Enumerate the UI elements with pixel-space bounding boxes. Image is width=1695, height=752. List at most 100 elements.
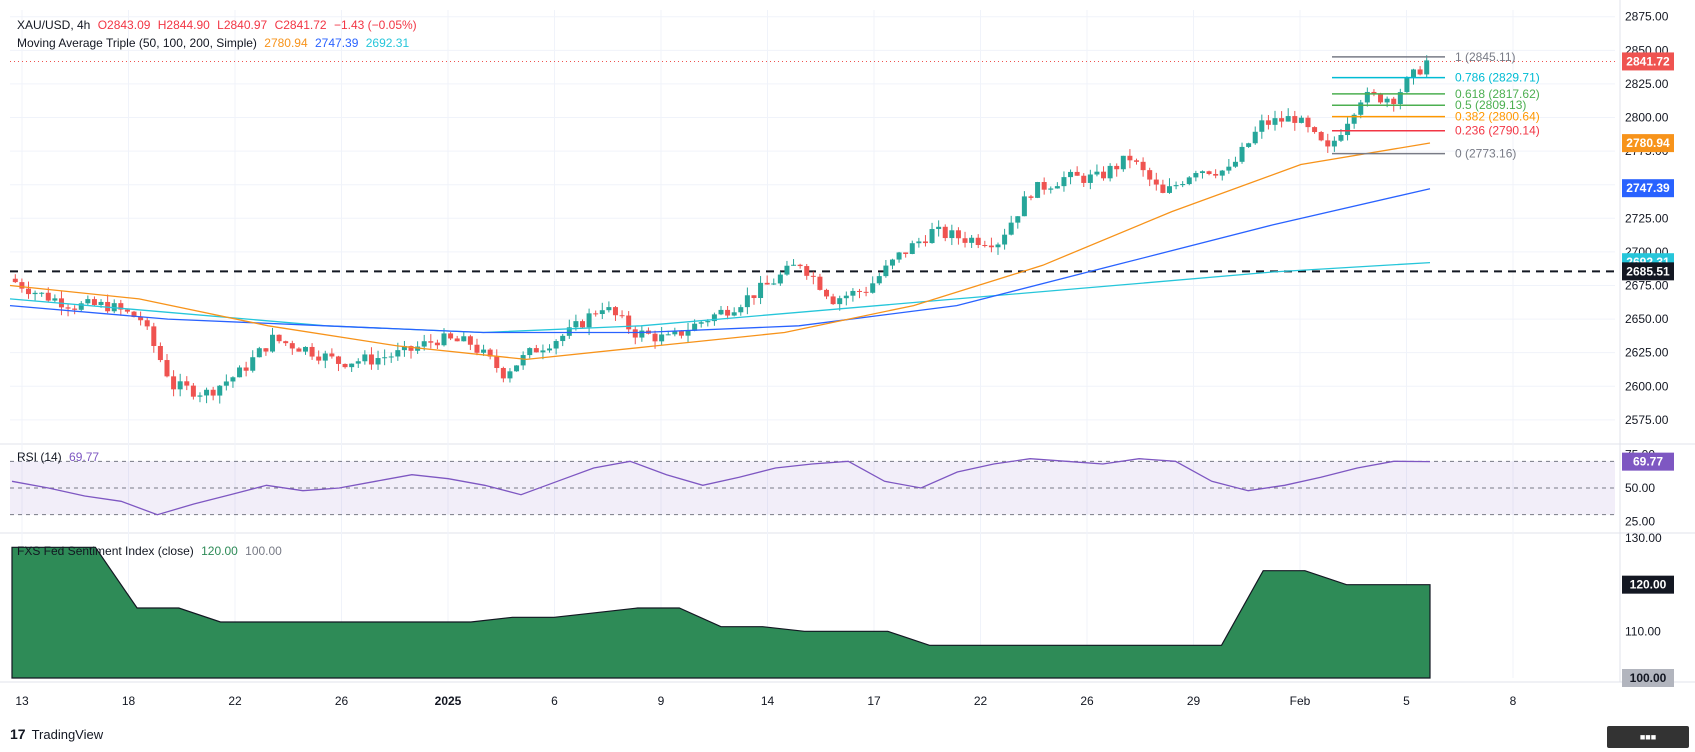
x-tick-label: Feb bbox=[1290, 694, 1311, 708]
x-tick-label: 29 bbox=[1187, 694, 1201, 708]
x-tick-label: 14 bbox=[761, 694, 775, 708]
candle-body bbox=[791, 264, 797, 266]
candle-body bbox=[65, 307, 71, 309]
candle-body bbox=[1358, 102, 1364, 115]
candle-body bbox=[1134, 160, 1140, 162]
price-label-box bbox=[1622, 179, 1674, 198]
candle-body bbox=[375, 358, 381, 365]
candle-body bbox=[1199, 171, 1205, 174]
candle-body bbox=[309, 346, 315, 357]
symbol-legend: XAU/USD, 4h O2843.09 H2844.90 L2840.97 C… bbox=[17, 18, 421, 32]
candle-body bbox=[78, 303, 84, 310]
candle-body bbox=[157, 345, 163, 361]
candle-body bbox=[45, 292, 51, 301]
candle-body bbox=[237, 367, 243, 378]
candle-body bbox=[98, 301, 104, 305]
candle-body bbox=[560, 335, 566, 342]
candle-body bbox=[777, 274, 783, 284]
candle-body bbox=[441, 333, 447, 346]
sentiment-value-1: 120.00 bbox=[201, 544, 238, 558]
candle-body bbox=[698, 322, 704, 324]
fib-level-label: 0.618 (2817.62) bbox=[1455, 87, 1540, 101]
sentiment-label-box bbox=[1622, 575, 1674, 594]
candle-body bbox=[705, 321, 711, 323]
candle-body bbox=[909, 243, 915, 254]
candle-body bbox=[837, 298, 843, 305]
tradingview-logo-icon: 17 bbox=[10, 726, 26, 742]
ma-legend: Moving Average Triple (50, 100, 200, Sim… bbox=[17, 36, 413, 50]
tradingview-brand[interactable]: 17 TradingView bbox=[10, 726, 103, 742]
candle-body bbox=[421, 341, 427, 347]
candle-body bbox=[857, 290, 863, 292]
candle-body bbox=[566, 327, 572, 336]
candle-body bbox=[500, 368, 506, 379]
candle-body bbox=[1279, 118, 1285, 122]
candle-body bbox=[1048, 188, 1054, 190]
candle-body bbox=[955, 230, 961, 239]
candle-body bbox=[448, 333, 454, 339]
candle-body bbox=[606, 307, 612, 311]
candle-body bbox=[52, 298, 58, 301]
candle-body bbox=[1041, 182, 1047, 190]
candle-body bbox=[1265, 120, 1271, 125]
candle-body bbox=[797, 264, 803, 267]
fib-level-label: 0.5 (2809.13) bbox=[1455, 98, 1526, 112]
candle-body bbox=[256, 348, 262, 358]
candle-body bbox=[903, 252, 909, 254]
candle-body bbox=[1331, 140, 1337, 147]
candle-body bbox=[665, 334, 671, 336]
candle-body bbox=[91, 299, 97, 305]
candle-body bbox=[619, 315, 625, 317]
sentiment-legend: FXS Fed Sentiment Index (close) 120.00 1… bbox=[17, 544, 286, 558]
sentiment-label: FXS Fed Sentiment Index (close) bbox=[17, 544, 194, 558]
watermark-logo-icon: ■■■ bbox=[1607, 726, 1689, 748]
candle-body bbox=[593, 313, 599, 315]
candle-body bbox=[1411, 69, 1417, 78]
candle-body bbox=[949, 230, 955, 239]
candle-body bbox=[1028, 196, 1034, 198]
x-tick-label: 2025 bbox=[435, 694, 462, 708]
candle-body bbox=[177, 381, 183, 390]
candle-body bbox=[474, 344, 480, 353]
candle-body bbox=[916, 241, 922, 244]
ohlc-high: H2844.90 bbox=[157, 18, 210, 32]
candle-body bbox=[1160, 184, 1166, 193]
candle-body bbox=[1002, 234, 1008, 245]
candle-body bbox=[1404, 77, 1410, 93]
y-tick-label: 2825.00 bbox=[1625, 77, 1669, 91]
ma200-line bbox=[9, 261, 1431, 334]
candle-body bbox=[883, 265, 889, 277]
sentiment-label-text: 120.00 bbox=[1630, 578, 1667, 592]
candle-body bbox=[1068, 171, 1074, 178]
candle-body bbox=[408, 346, 414, 351]
candle-body bbox=[1417, 69, 1423, 75]
candle-body bbox=[32, 292, 38, 295]
candle-body bbox=[1127, 155, 1133, 161]
candle-body bbox=[527, 348, 533, 356]
brand-label: TradingView bbox=[31, 726, 104, 742]
candle-body bbox=[164, 360, 170, 377]
x-tick-label: 6 bbox=[551, 694, 558, 708]
candle-body bbox=[1318, 132, 1324, 141]
candle-body bbox=[487, 349, 493, 357]
rsi-y-tick: 25.00 bbox=[1625, 514, 1655, 528]
candle-body bbox=[85, 299, 91, 304]
x-tick-label: 13 bbox=[15, 694, 29, 708]
candle-body bbox=[652, 333, 658, 342]
candle-body bbox=[197, 395, 203, 397]
fib-level-label: 0.382 (2800.64) bbox=[1455, 110, 1540, 124]
sentiment-area bbox=[11, 546, 1431, 679]
candle-body bbox=[804, 266, 810, 276]
candle-body bbox=[810, 275, 816, 277]
candle-body bbox=[322, 353, 328, 361]
candle-body bbox=[731, 312, 737, 316]
candle-body bbox=[190, 385, 196, 397]
candle-body bbox=[1021, 196, 1027, 217]
candle-body bbox=[335, 356, 341, 364]
ohlc-close: C2841.72 bbox=[274, 18, 327, 32]
candle-body bbox=[1384, 98, 1390, 103]
x-tick-label: 22 bbox=[228, 694, 242, 708]
candle-body bbox=[692, 323, 698, 331]
sentiment-label-text: 100.00 bbox=[1630, 671, 1667, 685]
candle-body bbox=[270, 334, 276, 352]
